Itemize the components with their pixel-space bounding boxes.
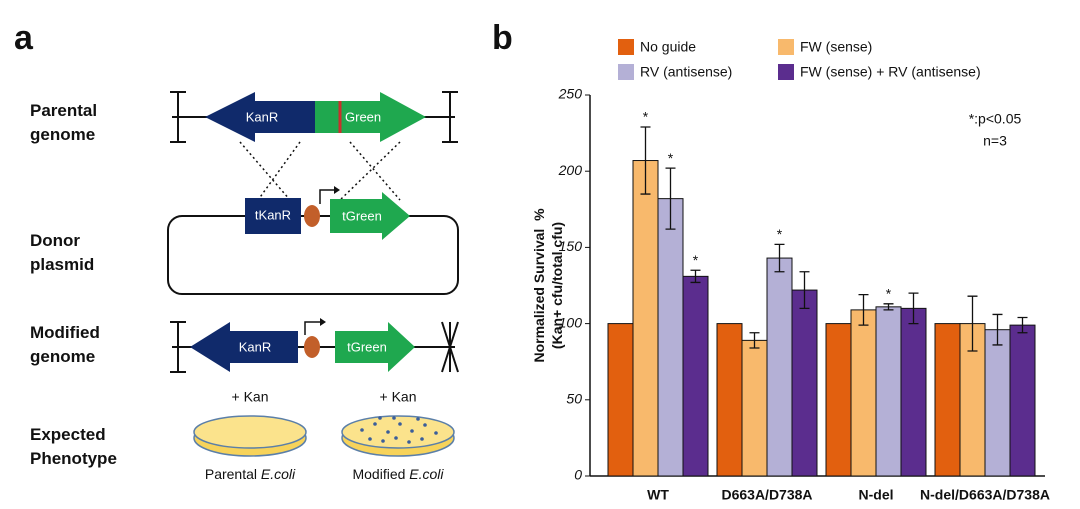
- bar: [984, 329, 1011, 477]
- gene-arrow: [205, 92, 315, 142]
- gene-arrow: [190, 322, 298, 372]
- gene-label: tKanR: [255, 207, 291, 222]
- significance-marker: *: [693, 252, 699, 268]
- y-tick-label: 0: [574, 467, 582, 483]
- bar: [900, 307, 927, 477]
- plasmid: [167, 215, 459, 295]
- bar: [607, 323, 634, 477]
- y-axis-label-line: Normalized Survival %: [531, 208, 547, 363]
- legend-label: RV (antisense): [640, 64, 732, 80]
- y-tick-label: 150: [559, 238, 583, 254]
- bar: [934, 323, 961, 477]
- legend-swatch: [618, 64, 634, 80]
- y-tick-label: 50: [566, 391, 582, 407]
- legend-label: No guide: [640, 39, 696, 55]
- y-axis-label-line: (Kan+ cfu/total cfu): [549, 222, 565, 349]
- error-bar: [640, 126, 651, 195]
- error-bar: [774, 243, 785, 273]
- plate-caption: Parental E.coli: [205, 466, 296, 482]
- gene-arrow: [330, 192, 410, 240]
- x-tick-label: N-del/D663A/D738A: [920, 487, 1050, 503]
- panel-a: a Parental genome Donor plasmid Modified ge…: [14, 19, 459, 482]
- bar: [716, 323, 743, 477]
- promoter: [304, 205, 320, 227]
- legend-swatch: [618, 39, 634, 55]
- bar: [741, 339, 768, 477]
- promoter: [304, 336, 320, 358]
- row-label: Modified genome: [30, 323, 100, 366]
- plate-condition: + Kan: [232, 389, 269, 405]
- gene-label: KanR: [246, 109, 279, 124]
- annotation: n=3: [983, 133, 1007, 149]
- error-bar: [665, 167, 676, 230]
- error-bar: [883, 303, 894, 311]
- error-bar: [1017, 316, 1028, 334]
- legend-label: FW (sense) + RV (antisense): [800, 64, 981, 80]
- bar: [875, 306, 902, 477]
- x-tick-label: WT: [647, 487, 669, 503]
- gene-box: [245, 198, 301, 234]
- y-tick-label: 250: [558, 86, 583, 102]
- bar: [850, 309, 877, 477]
- row-label: Donor plasmid: [30, 231, 94, 274]
- bar: [766, 257, 793, 477]
- crossover: [239, 141, 401, 201]
- bar: [657, 198, 684, 477]
- error-bar: [799, 271, 810, 310]
- gene-label: tGreen: [347, 339, 387, 354]
- row-label: Parental genome: [30, 101, 97, 144]
- bar: [682, 275, 709, 477]
- annotation: *:p<0.05: [969, 111, 1022, 127]
- plate-caption: Modified E.coli: [352, 466, 444, 482]
- bar: [825, 323, 852, 477]
- gene-label: KanR: [239, 339, 272, 354]
- x-tick-label: D663A/D738A: [721, 487, 812, 503]
- bar: [791, 289, 818, 477]
- legend-label: FW (sense): [800, 39, 872, 55]
- error-bar: [749, 332, 760, 349]
- error-bar: [908, 292, 919, 325]
- error-bar: [858, 293, 869, 326]
- significance-marker: *: [886, 285, 892, 301]
- gene-label: tGreen: [342, 208, 382, 223]
- error-bar: [690, 269, 701, 284]
- significance-marker: *: [643, 109, 649, 125]
- significance-marker: *: [668, 150, 674, 166]
- legend-swatch: [778, 39, 794, 55]
- promoter-arrow: [319, 189, 334, 204]
- row-label: Expected Phenotype: [30, 425, 117, 468]
- gene-arrow: [335, 322, 415, 372]
- gene-arrow: [315, 92, 426, 142]
- promoter-arrow: [304, 321, 320, 335]
- gene-label: Green: [345, 109, 381, 124]
- bar: [632, 160, 659, 477]
- y-axis-label: Normalized Survival % (Kan+ cfu/total cfu…: [531, 208, 565, 363]
- bar: [1009, 324, 1036, 477]
- x-tick-label: N-del: [859, 487, 894, 503]
- panel-label: b: [492, 19, 513, 57]
- panel-b: b No guide RV (antisense) FW (sense) FW (sen…: [492, 19, 1050, 503]
- promoter-arrowhead: [334, 186, 340, 194]
- plate-condition: + Kan: [380, 389, 417, 405]
- y-tick-label: 200: [558, 162, 583, 178]
- promoter-arrowhead: [320, 318, 326, 326]
- colonies: [360, 416, 438, 444]
- significance-marker: *: [777, 226, 783, 242]
- error-bar: [967, 295, 978, 352]
- legend-swatch: [778, 64, 794, 80]
- plate-rim: [193, 415, 307, 449]
- error-bar: [992, 313, 1003, 346]
- panel-label: a: [14, 19, 34, 57]
- y-tick-label: 100: [559, 314, 583, 330]
